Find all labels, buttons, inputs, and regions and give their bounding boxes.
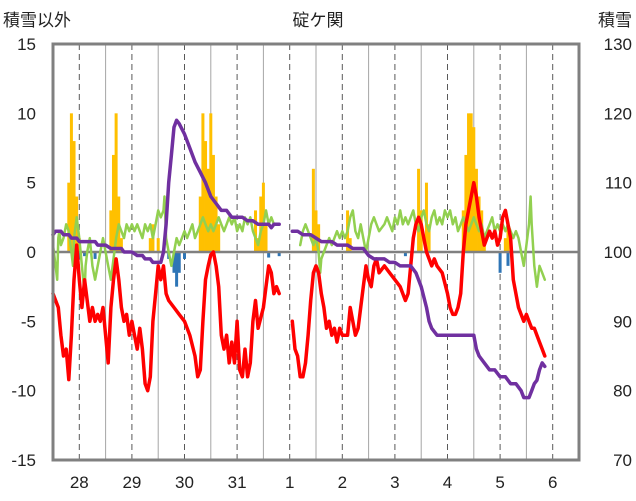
- x-tick-label: 29: [122, 473, 141, 492]
- negative-bar: [183, 252, 186, 259]
- temperature-line: [51, 243, 281, 393]
- negative-bar: [277, 252, 281, 257]
- temperature-line: [290, 180, 547, 379]
- right-axis-ticks: 130 120 110 100 90 80 70: [604, 35, 632, 470]
- precipitation-bar: [474, 168, 478, 252]
- precipitation-bar: [69, 113, 73, 252]
- precipitation-bar: [503, 238, 507, 252]
- precipitation-bar: [206, 168, 210, 252]
- right-tick-label: 100: [604, 243, 632, 262]
- left-tick-label: -15: [11, 451, 36, 470]
- precipitation-bar: [72, 141, 76, 252]
- x-tick-label: 3: [390, 473, 399, 492]
- right-tick-label: 130: [604, 35, 632, 54]
- right-tick-label: 80: [613, 382, 632, 401]
- precipitation-bar: [67, 182, 71, 252]
- precipitation-bar: [119, 238, 123, 252]
- x-tick-label: 1: [285, 473, 294, 492]
- precipitation-bar: [148, 238, 152, 252]
- precipitation-bar: [311, 168, 315, 252]
- left-tick-label: 15: [17, 35, 36, 54]
- precipitation-bar: [464, 154, 468, 252]
- left-axis-ticks: 15 10 5 0 -5 -10 -15: [11, 35, 36, 470]
- precipitation-bar: [264, 224, 268, 252]
- precipitation-bar: [427, 224, 431, 252]
- negative-bar: [267, 252, 271, 258]
- precipitation-bar: [201, 113, 205, 252]
- negative-bar: [403, 252, 407, 257]
- precipitation-bar: [111, 154, 115, 252]
- precipitation-bar: [209, 113, 213, 252]
- snow-depth-line: [290, 229, 547, 400]
- left-axis-title: 積雪以外: [3, 11, 71, 31]
- x-tick-label: 5: [495, 473, 504, 492]
- precipitation-bar: [204, 141, 208, 252]
- right-axis-title: 積雪: [598, 11, 632, 31]
- precipitation-bar: [114, 113, 118, 252]
- left-tick-label: -5: [21, 312, 36, 331]
- plot-frame: [51, 42, 581, 462]
- precipitation-bar: [254, 210, 258, 252]
- right-tick-label: 70: [613, 451, 632, 470]
- x-axis-ticks: 28 29 30 31 1 2 3 4 5 6: [70, 473, 558, 492]
- precipitation-bar: [506, 224, 510, 252]
- x-tick-label: 6: [548, 473, 557, 492]
- precipitation-bar: [461, 210, 465, 252]
- negative-bar: [177, 252, 181, 273]
- left-tick-label: 5: [27, 174, 36, 193]
- x-tick-label: 28: [70, 473, 89, 492]
- left-tick-label: 0: [27, 243, 36, 262]
- left-tick-label: -10: [11, 382, 36, 401]
- precipitation-bar: [211, 154, 215, 252]
- negative-bar: [506, 252, 510, 266]
- right-tick-label: 110: [605, 174, 632, 193]
- wind-line: [298, 195, 547, 288]
- negative-bar: [93, 252, 97, 259]
- snow-depth-line: [51, 118, 281, 265]
- negative-bar: [498, 252, 502, 273]
- negative-bar: [172, 252, 176, 273]
- plot-area: [51, 113, 579, 400]
- chart-title: 碇ケ関: [293, 11, 344, 31]
- right-tick-label: 90: [613, 312, 632, 331]
- left-tick-label: 10: [17, 104, 36, 123]
- precipitation-bar: [467, 113, 471, 252]
- x-tick-label: 31: [228, 473, 247, 492]
- x-tick-label: 2: [338, 473, 347, 492]
- precipitation-bar: [417, 168, 421, 252]
- precipitation-bar: [261, 182, 265, 252]
- negative-bar: [77, 252, 81, 259]
- precipitation-bar: [217, 224, 221, 252]
- precipitation-bar: [469, 113, 473, 252]
- negative-bar: [175, 252, 179, 287]
- x-tick-label: 30: [175, 473, 194, 492]
- precipitation-bar: [156, 238, 160, 252]
- x-tick-label: 4: [443, 473, 452, 492]
- right-tick-label: 120: [604, 104, 632, 123]
- negative-bar: [83, 252, 87, 257]
- precipitation-bar: [424, 182, 428, 252]
- precipitation-bar: [109, 210, 113, 252]
- precipitation-bar: [314, 210, 318, 252]
